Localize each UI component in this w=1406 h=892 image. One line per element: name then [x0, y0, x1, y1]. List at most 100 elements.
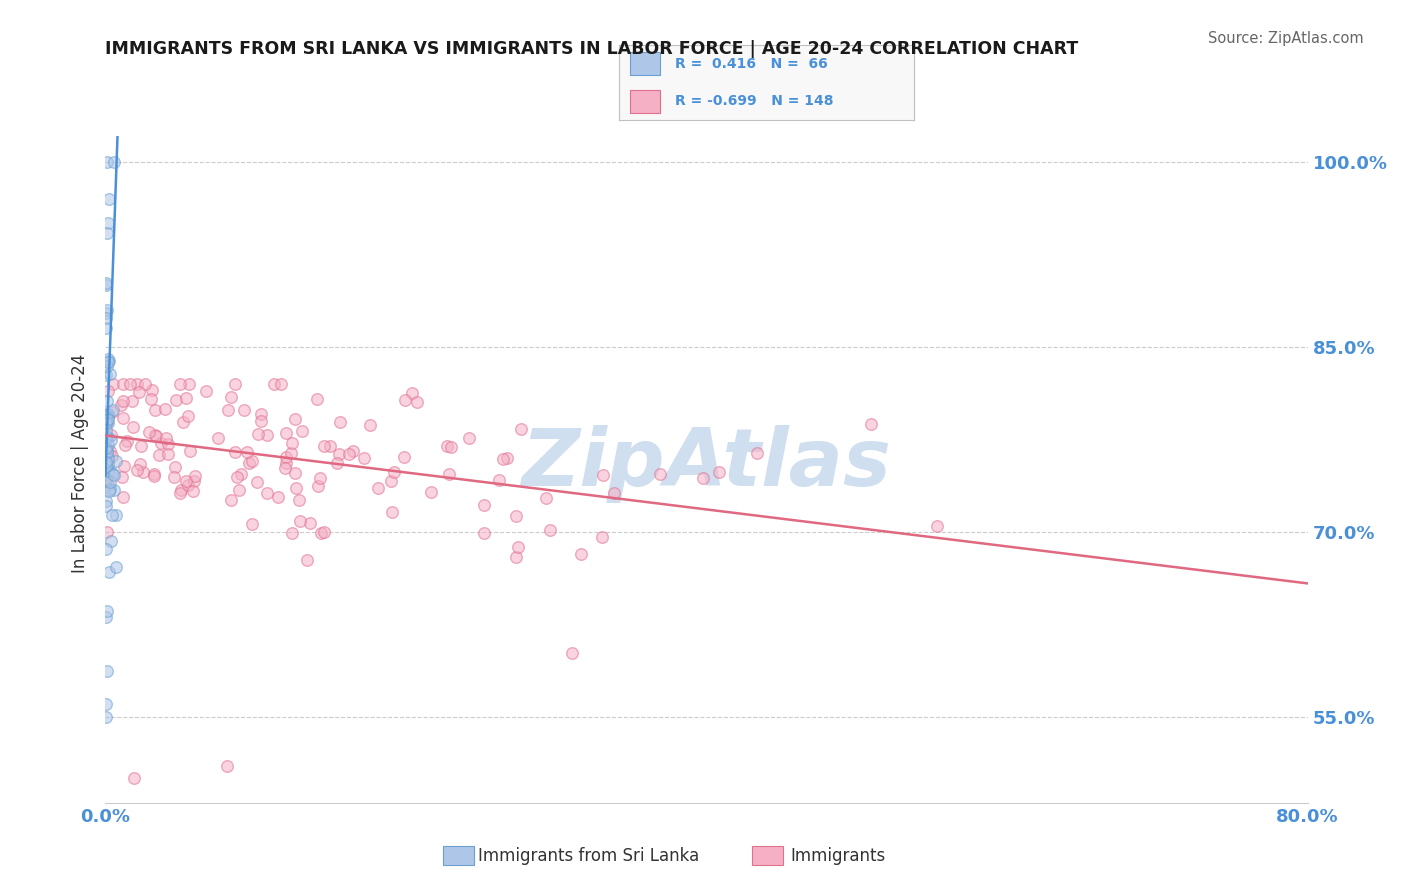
Point — [96, 303, 118, 318]
Point — [100, 433, 122, 447]
Point — [96, 423, 118, 437]
Point — [96, 494, 118, 508]
Point — [97, 430, 120, 444]
Point — [745, 445, 768, 459]
Point — [131, 465, 153, 479]
Point — [246, 475, 269, 489]
Point — [96, 359, 118, 374]
Point — [224, 445, 246, 459]
Point — [98, 475, 121, 489]
Point — [101, 405, 124, 419]
Point — [380, 475, 402, 489]
Point — [96, 524, 118, 539]
Point — [284, 411, 307, 425]
Point — [96, 415, 118, 429]
Point — [228, 483, 250, 497]
Point — [458, 431, 481, 445]
Point — [155, 431, 177, 445]
Point — [207, 431, 229, 445]
Point — [382, 465, 405, 479]
Point — [235, 445, 257, 459]
Point — [337, 447, 360, 461]
Point — [138, 425, 160, 439]
Point — [692, 471, 714, 485]
Point — [353, 451, 375, 466]
Point — [232, 402, 254, 417]
Point — [97, 217, 120, 231]
Point — [98, 354, 121, 368]
Point — [274, 460, 297, 475]
Point — [394, 450, 416, 464]
Point — [256, 486, 278, 500]
Point — [96, 665, 118, 679]
Point — [97, 464, 120, 478]
Point — [101, 403, 124, 417]
Point — [495, 450, 517, 465]
Point — [134, 376, 156, 391]
Point — [143, 468, 166, 483]
Point — [148, 448, 170, 462]
Point — [114, 438, 136, 452]
Point — [97, 484, 120, 499]
Point — [325, 456, 347, 470]
Point — [101, 449, 124, 463]
Point — [96, 444, 118, 458]
Point — [96, 278, 118, 293]
Point — [183, 474, 205, 488]
Point — [329, 416, 352, 430]
Point — [505, 549, 527, 564]
Point — [312, 439, 335, 453]
Point — [249, 407, 271, 421]
Point — [307, 392, 329, 406]
Text: Source: ZipAtlas.com: Source: ZipAtlas.com — [1208, 31, 1364, 46]
Point — [569, 547, 592, 561]
Point — [145, 428, 167, 442]
Point — [97, 409, 120, 424]
Point — [312, 524, 335, 539]
Point — [121, 419, 143, 434]
Point — [157, 437, 180, 451]
Point — [298, 516, 321, 530]
Point — [96, 610, 118, 624]
Point — [127, 376, 149, 391]
Text: Immigrants from Sri Lanka: Immigrants from Sri Lanka — [478, 847, 699, 865]
Point — [100, 465, 122, 479]
Point — [401, 385, 423, 400]
Point — [163, 470, 186, 484]
Bar — [630, 52, 659, 75]
Text: IMMIGRANTS FROM SRI LANKA VS IMMIGRANTS IN LABOR FORCE | AGE 20-24 CORRELATION C: IMMIGRANTS FROM SRI LANKA VS IMMIGRANTS … — [105, 40, 1078, 58]
Point — [276, 425, 298, 440]
Point — [96, 154, 118, 169]
Point — [150, 436, 173, 450]
Point — [231, 467, 253, 481]
Point — [309, 526, 332, 541]
Point — [309, 471, 332, 485]
Point — [224, 376, 246, 391]
Point — [437, 467, 460, 481]
Point — [110, 470, 132, 484]
Point — [104, 454, 127, 468]
Point — [96, 276, 118, 290]
Point — [177, 409, 200, 423]
Point — [226, 469, 249, 483]
Point — [97, 565, 120, 579]
Point — [436, 439, 458, 453]
Point — [419, 485, 441, 500]
Point — [141, 384, 163, 398]
Point — [859, 417, 882, 431]
Point — [179, 444, 201, 458]
Point — [592, 467, 614, 482]
Point — [157, 447, 180, 461]
Point — [263, 376, 285, 391]
Point — [217, 403, 239, 417]
Point — [165, 392, 187, 407]
Point — [103, 467, 125, 482]
Point — [96, 355, 118, 369]
Point — [129, 439, 152, 453]
Point — [925, 518, 948, 533]
Point — [96, 321, 118, 335]
Point — [174, 391, 197, 405]
Point — [96, 226, 118, 240]
Y-axis label: In Labor Force | Age 20-24: In Labor Force | Age 20-24 — [72, 354, 90, 574]
Point — [96, 499, 118, 513]
